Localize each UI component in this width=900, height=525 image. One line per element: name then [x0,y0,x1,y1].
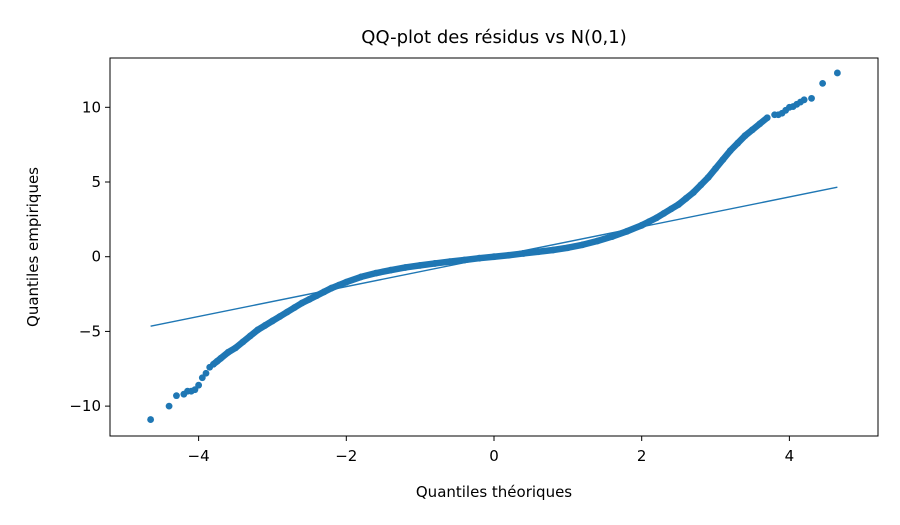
y-tick-label: −10 [69,397,101,415]
sample-quantile-point [505,251,513,259]
sample-quantile-point [387,266,395,274]
sample-quantile-point [704,174,712,181]
sample-quantile-point [276,313,284,320]
sample-quantile-point [320,288,328,296]
sample-quantile-point [298,299,306,307]
y-axis-label: Quantiles empiriques [24,167,42,327]
sample-quantile-point [401,264,409,271]
sample-quantile-point [269,317,276,325]
sample-quantile-point [195,381,203,389]
sample-quantile-point [357,273,365,281]
sample-quantile-point [763,114,771,122]
sample-quantile-point [638,221,646,229]
sample-quantile-point [564,244,572,252]
sample-quantile-point [475,254,483,262]
sample-quantile-point [712,165,719,172]
sample-quantile-point [579,241,587,249]
sample-quantile-point [232,344,239,352]
sample-quantile-point [682,195,690,202]
y-tick-label: −5 [79,322,101,340]
sample-quantile-point [819,79,827,87]
y-tick-label: 0 [91,248,101,266]
sample-quantile-point [697,181,705,189]
y-tick-label: 5 [91,173,101,191]
sample-quantile-point [520,250,527,257]
sample-quantile-point [741,132,749,140]
sample-quantile-point [689,189,697,196]
sample-quantile-point [833,69,841,77]
sample-quantile-point [147,416,155,423]
sample-quantile-point [549,246,557,254]
sample-quantile-band [210,114,771,368]
x-tick-label: −4 [188,447,210,465]
sample-quantile-point [719,156,727,163]
sample-quantile-point [431,260,439,267]
x-tick-label: −2 [335,447,357,465]
sample-quantile-point [726,147,734,155]
sample-quantile-point [461,256,468,264]
y-axis: −10 −5 0 5 10 [69,98,110,415]
x-tick-label: 0 [489,447,499,465]
sample-quantile-point [416,261,424,269]
sample-quantile-point [608,233,616,240]
axes-frame [109,57,879,437]
sample-quantile-point [623,227,631,235]
sample-quantile-point [217,354,225,362]
sample-quantile-point [328,284,335,292]
sample-quantile-point [342,278,350,286]
sample-quantile-point [202,369,210,377]
sample-quantile-point [291,304,299,311]
sample-quantile-point [261,322,269,329]
sample-quantile-point [191,386,199,394]
sample-quantile-point [283,308,291,316]
sample-quantile-point [645,218,653,226]
sample-quantile-point [198,374,206,382]
x-tick-label: 2 [637,447,647,465]
plot-area [147,69,841,423]
sample-quantile-point [335,281,343,289]
sample-quantile-point [808,94,815,102]
sample-quantile-point [173,392,180,400]
sample-quantile-point [446,258,454,266]
sample-quantile-point [675,201,683,208]
x-tick-label: 4 [785,447,795,465]
sample-quantile-point [756,120,764,128]
sample-quantile-point [749,126,756,134]
y-tick-label: 10 [82,98,101,116]
sample-quantile-point [246,332,254,340]
sample-quantile-point [305,295,313,303]
chart-title: QQ-plot des résidus vs N(0,1) [361,27,626,48]
sample-quantile-point [313,292,321,299]
sample-quantile-point [372,269,380,277]
sample-quantile-point [239,338,247,346]
sample-quantile-point [593,237,601,245]
x-axis: −4 −2 0 2 4 [188,436,795,465]
sample-quantile-point [490,253,498,261]
sample-quantile-point [800,96,808,104]
sample-quantile-point [667,205,675,213]
sample-quantile-point [734,139,742,147]
x-axis-label: Quantiles théoriques [416,483,572,501]
sample-quantile-point [534,248,542,256]
sample-quantile-point [165,402,173,410]
sample-quantile-point [653,214,660,222]
sample-quantile-point [254,326,262,334]
sample-quantile-point [224,348,232,356]
sample-quantile-point [660,209,668,217]
